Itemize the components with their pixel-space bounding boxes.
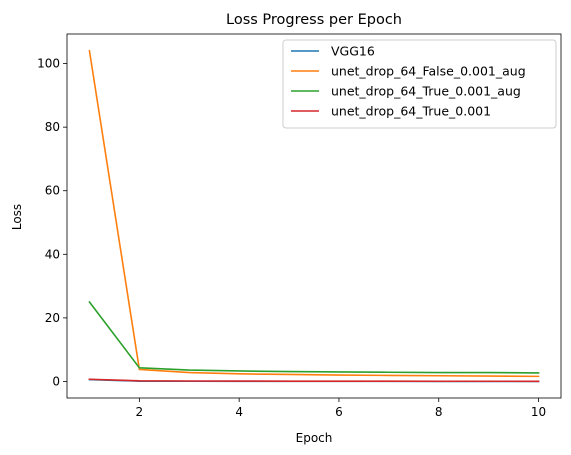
plot-frame (66, 33, 562, 399)
legend-entry: unet_drop_64_True_0.001 (331, 104, 491, 119)
x-tick-label: 4 (235, 405, 243, 419)
chart-title: Loss Progress per Epoch (226, 12, 402, 28)
y-tick-label: 60 (45, 184, 60, 198)
y-tick-label: 40 (45, 247, 60, 261)
legend-entry: unet_drop_64_True_0.001_aug (331, 84, 521, 99)
series-lines (88, 49, 540, 383)
legend-entry: unet_drop_64_False_0.001_aug (331, 64, 526, 79)
legend: VGG16 unet_drop_64_False_0.001_aug unet_dr… (282, 39, 557, 129)
legend-entry: VGG16 (331, 44, 375, 59)
x-tick-label: 2 (136, 405, 144, 419)
x-tick-label: 8 (435, 405, 443, 419)
y-tick-label: 20 (45, 311, 60, 325)
x-axis-label: Epoch (296, 431, 333, 445)
x-tick-label: 6 (335, 405, 343, 419)
legend-box (282, 39, 557, 129)
x-axis-ticks: 2 4 6 8 10 (136, 398, 546, 419)
series-line-2 (88, 49, 540, 378)
y-tick-label: 100 (37, 57, 60, 71)
y-axis-label: Loss (10, 204, 24, 230)
series-line-4 (88, 378, 540, 383)
y-axis-ticks: 0 20 40 60 80 100 (37, 57, 67, 388)
series-line-3 (88, 300, 540, 374)
y-tick-label: 80 (45, 120, 60, 134)
x-tick-label: 10 (531, 405, 546, 419)
y-tick-label: 0 (52, 374, 60, 388)
